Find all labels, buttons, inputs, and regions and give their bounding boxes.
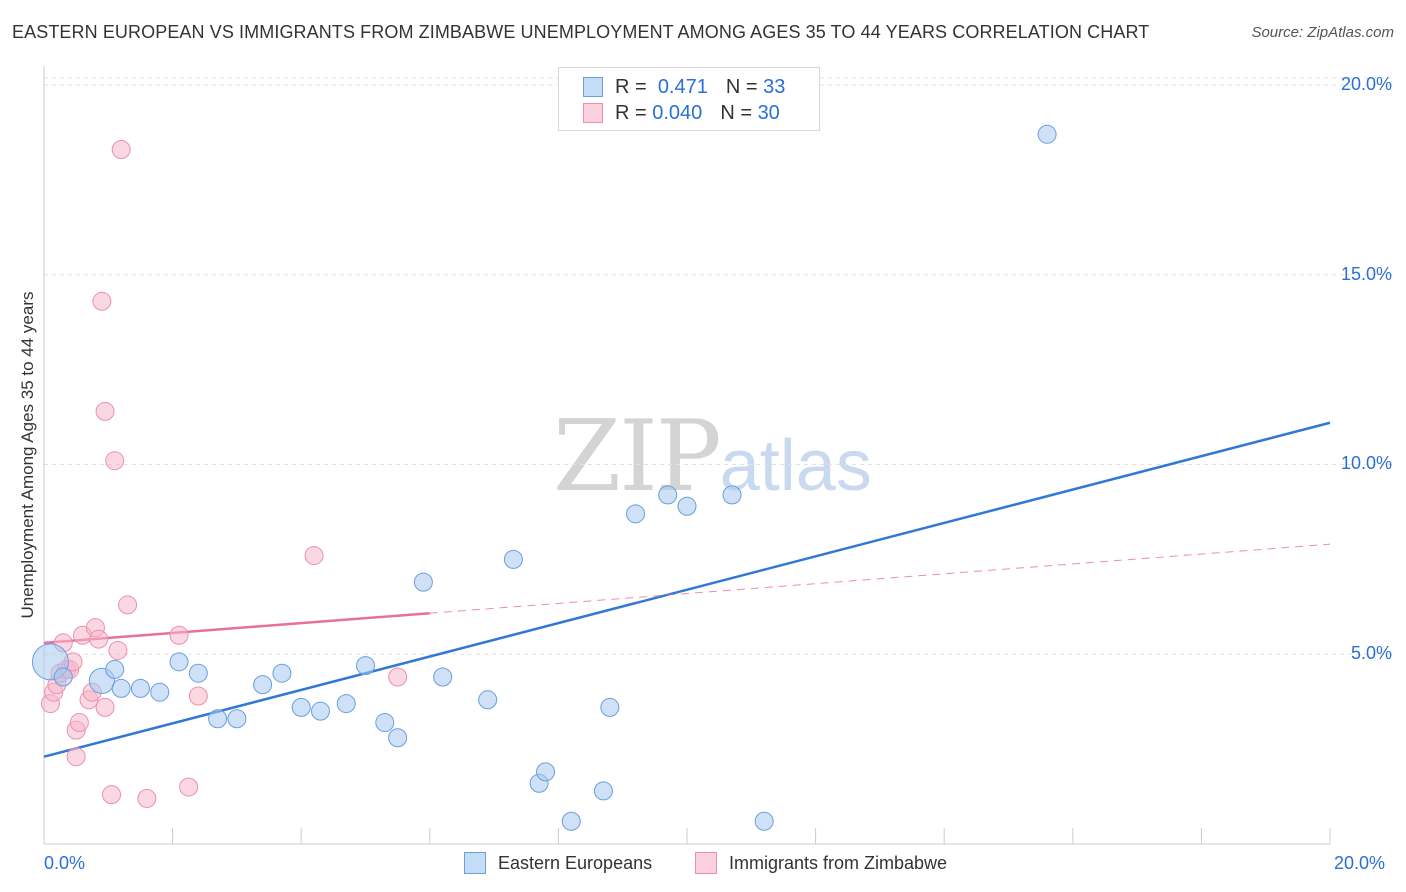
zimbabwe-trendline-extension: [429, 543, 1331, 614]
eastern-europeans-point: [169, 652, 189, 672]
zimbabwe-point: [169, 625, 189, 645]
zimbabwe-point: [118, 595, 138, 615]
eastern-europeans-point: [600, 697, 620, 717]
y-tick-label: 10.0%: [1340, 453, 1392, 474]
eastern-europeans-point: [677, 496, 697, 516]
y-tick-label: 20.0%: [1340, 73, 1392, 94]
legend-n-value: 30: [757, 101, 780, 124]
eastern-europeans-point: [310, 701, 330, 721]
point-layer: [31, 124, 1057, 831]
legend-swatch-zimbabwe: [583, 103, 603, 123]
legend-swatch-zimbabwe: [695, 852, 717, 874]
zimbabwe-point: [388, 667, 408, 687]
watermark: ZIPatlas: [553, 400, 872, 514]
eastern-europeans-point: [503, 549, 523, 569]
eastern-europeans-point: [593, 781, 613, 801]
eastern-europeans-point: [722, 485, 742, 505]
eastern-europeans-point: [356, 656, 375, 676]
zimbabwe-point: [92, 291, 112, 311]
eastern-europeans-point: [478, 690, 498, 710]
zimbabwe-point: [69, 713, 89, 733]
zimbabwe-point: [66, 747, 86, 767]
x-tick-label-max: 20.0%: [1334, 853, 1386, 873]
watermark-zip: ZIP: [553, 400, 722, 514]
eastern-europeans-point: [253, 675, 273, 695]
zimbabwe-point: [95, 401, 115, 421]
eastern-europeans-point: [336, 694, 356, 714]
legend-row-eastern: R = 0.471 N = 33: [583, 75, 785, 99]
zimbabwe-point: [95, 697, 115, 717]
legend-row-zimbabwe: R = 0.040 N = 30: [583, 101, 780, 125]
eastern-europeans-trendline: [43, 421, 1331, 758]
y-tick-label: 15.0%: [1340, 263, 1392, 284]
legend-n-value: 33: [763, 75, 786, 98]
zimbabwe-point: [188, 686, 208, 706]
legend-item-immigrants-zimbabwe[interactable]: Immigrants from Zimbabwe: [695, 852, 947, 874]
legend-r-label: R =: [615, 75, 647, 98]
zimbabwe-point: [108, 640, 128, 660]
chart-title: EASTERN EUROPEAN VS IMMIGRANTS FROM ZIMB…: [12, 22, 1150, 42]
eastern-europeans-point: [291, 697, 311, 717]
eastern-europeans-point: [433, 667, 453, 687]
legend-label-zimbabwe: Immigrants from Zimbabwe: [729, 852, 948, 873]
zimbabwe-point: [105, 451, 125, 471]
eastern-europeans-point: [130, 678, 150, 698]
eastern-europeans-point: [53, 667, 73, 687]
eastern-europeans-point: [227, 709, 247, 729]
y-axis-label: Unemployment Among Ages 35 to 44 years: [18, 291, 37, 619]
legend-r-label: R =: [615, 101, 647, 124]
eastern-europeans-point: [754, 811, 774, 831]
legend-label-eastern: Eastern Europeans: [498, 852, 653, 873]
correlation-legend: R = 0.471 N = 33 R = 0.040 N = 30: [558, 67, 820, 131]
eastern-europeans-point: [658, 485, 678, 505]
eastern-europeans-point: [272, 663, 292, 683]
zimbabwe-point: [111, 139, 131, 159]
legend-item-eastern-europeans[interactable]: Eastern Europeans: [464, 852, 652, 874]
eastern-europeans-point: [375, 713, 395, 733]
x-tick-label-min: 0.0%: [44, 853, 86, 873]
zimbabwe-point: [137, 788, 157, 808]
eastern-europeans-point: [208, 709, 228, 729]
eastern-europeans-point: [105, 659, 125, 679]
legend-swatch-eastern: [583, 77, 603, 97]
zimbabwe-point: [89, 629, 109, 649]
eastern-europeans-point: [1037, 124, 1057, 144]
y-tick-label: 5.0%: [1350, 643, 1392, 664]
legend-r-value: 0.040: [652, 101, 703, 124]
legend-n-label: N =: [720, 101, 752, 124]
zimbabwe-point: [304, 546, 324, 566]
zimbabwe-trendline: [43, 612, 430, 645]
eastern-europeans-point: [150, 682, 170, 702]
zimbabwe-point: [179, 777, 199, 797]
source-label: Source: ZipAtlas.com: [1251, 24, 1394, 41]
eastern-europeans-point: [536, 762, 556, 782]
axis-layer: [43, 66, 1331, 845]
legend-swatch-eastern: [464, 852, 486, 874]
legend-n-label: N =: [725, 75, 758, 98]
eastern-europeans-point: [111, 678, 131, 698]
eastern-europeans-point: [626, 504, 646, 524]
trend-layer: [43, 421, 1331, 758]
eastern-europeans-point: [188, 663, 208, 683]
grid-layer: [44, 77, 1392, 655]
eastern-europeans-point: [413, 572, 433, 592]
eastern-europeans-point: [388, 728, 408, 748]
legend-r-value: 0.471: [657, 75, 708, 98]
eastern-europeans-point: [561, 811, 581, 831]
series-legend: Eastern Europeans Immigrants from Zimbab…: [0, 852, 1406, 876]
zimbabwe-point: [102, 785, 122, 805]
watermark-atlas: atlas: [719, 426, 872, 506]
